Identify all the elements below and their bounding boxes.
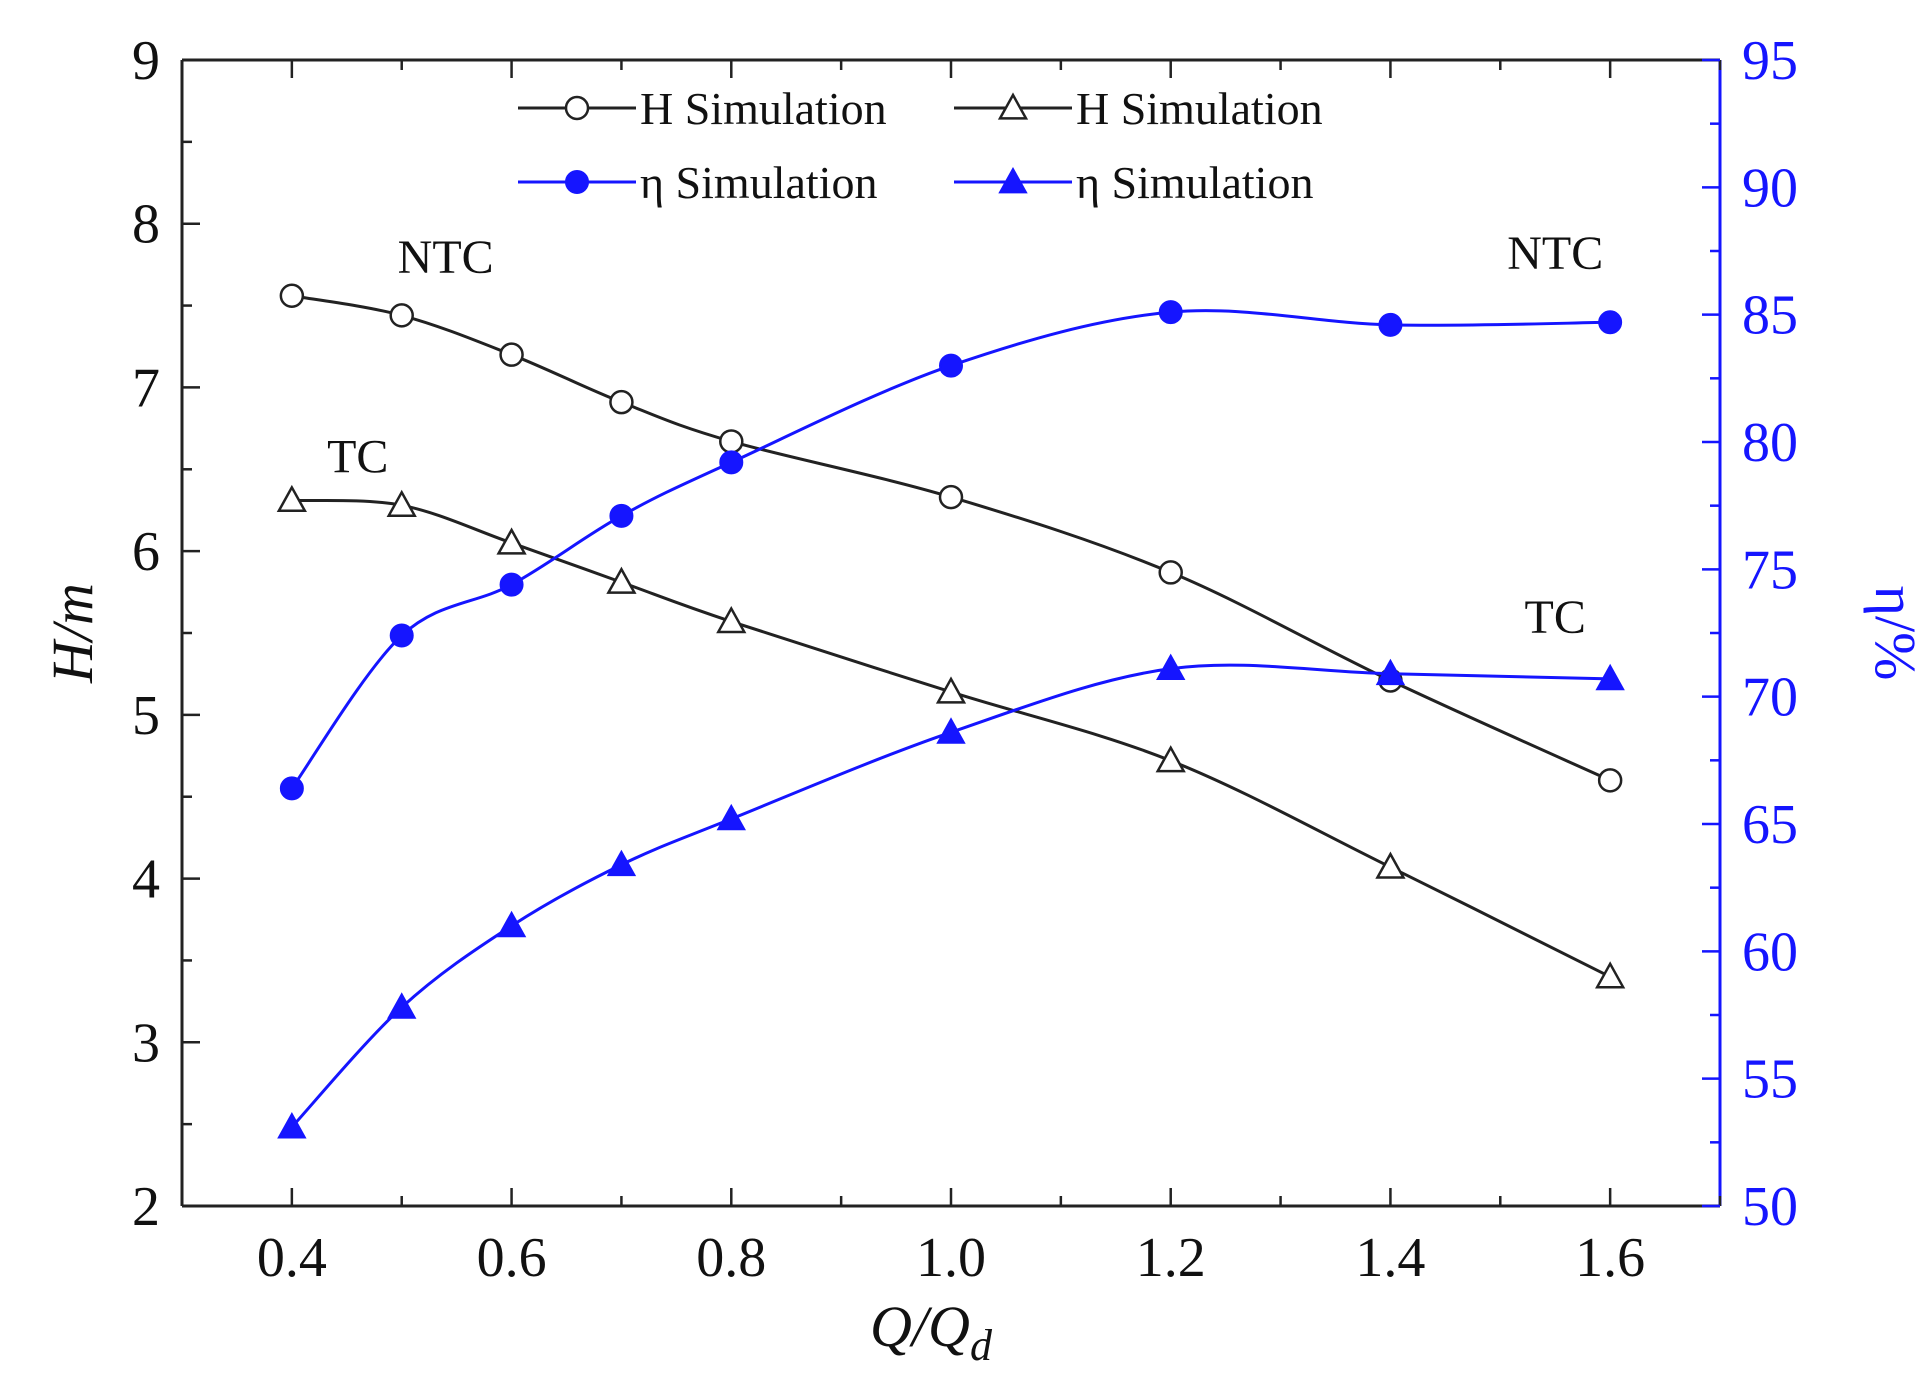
data-point: [389, 303, 414, 328]
data-point: [499, 572, 524, 597]
data-point: [939, 353, 963, 378]
x-tick-label: 0.4: [257, 1227, 327, 1289]
y-left-tick-label: 7: [132, 357, 160, 419]
data-point: [279, 283, 305, 308]
curve-annotation: NTC: [398, 231, 494, 284]
y-right-tick-label: 50: [1742, 1176, 1798, 1238]
data-point: [1158, 560, 1183, 585]
data-point: [1595, 663, 1625, 691]
y-right-tick-label: 60: [1742, 921, 1798, 983]
data-point: [496, 910, 527, 938]
axes: 0.4 0.6 0.8 1.0 1.2 1.4 1.6 2 3 4 5 6 7 8 9 50 55 60 65 70 7…: [40, 30, 1928, 1370]
series-line: [291, 294, 1611, 782]
curve-annotation: TC: [327, 431, 388, 484]
data-point: [938, 484, 964, 510]
series-tc-efficiency: [277, 653, 1625, 1139]
data-point: [1378, 312, 1403, 337]
x-tick-label: 1.6: [1575, 1227, 1645, 1289]
legend-label: H Simulation: [1076, 83, 1323, 134]
y-left-tick-label: 2: [132, 1176, 160, 1238]
series-tc-head: [276, 484, 1626, 989]
x-tick-label: 1.2: [1136, 1227, 1206, 1289]
data-point: [279, 776, 304, 801]
x-tick-label: 1.4: [1355, 1227, 1425, 1289]
legend: H Simulation H Simulation η Simulation η Si…: [518, 83, 1323, 208]
data-point: [719, 429, 744, 454]
y-right-tick-label: 70: [1742, 667, 1798, 729]
y-left-tick-label: 4: [132, 849, 160, 911]
x-tick-label: 0.8: [696, 1227, 766, 1289]
data-point: [1375, 658, 1406, 686]
x-axis-title: Q/Qd: [870, 1294, 993, 1370]
data-point: [1156, 653, 1186, 681]
y-left-tick-label: 3: [132, 1012, 160, 1074]
legend-item: η Simulation: [518, 157, 877, 208]
data-point: [496, 527, 527, 555]
y-left-axis-title: H/m: [40, 583, 105, 684]
legend-label: η Simulation: [1076, 157, 1313, 208]
legend-item: η Simulation: [954, 157, 1313, 208]
data-point: [716, 803, 746, 831]
data-point: [609, 503, 634, 528]
data-point: [1375, 851, 1406, 879]
y-right-tick-label: 55: [1742, 1049, 1798, 1111]
series-layer: [276, 283, 1626, 1139]
legend-label: H Simulation: [640, 83, 887, 134]
data-point: [1597, 768, 1623, 793]
data-point: [276, 484, 307, 513]
data-point: [1595, 961, 1626, 989]
y-right-tick-label: 85: [1742, 285, 1798, 347]
series-ntc-head: [279, 283, 1623, 793]
y-right-tick-label: 90: [1742, 157, 1798, 219]
data-point: [936, 717, 966, 744]
y-right-tick-label: 80: [1742, 412, 1798, 474]
legend-item: H Simulation: [954, 83, 1323, 134]
series-line: [291, 498, 1611, 979]
series-line: [290, 663, 1611, 1129]
legend-marker: [564, 95, 590, 121]
curve-annotation: NTC: [1507, 227, 1603, 280]
legend-item: H Simulation: [518, 83, 887, 134]
legend-label: η Simulation: [640, 157, 877, 208]
data-point: [1155, 745, 1186, 773]
data-point: [389, 623, 414, 648]
series-line: [290, 309, 1611, 790]
data-point: [606, 566, 637, 594]
series-ntc-efficiency: [279, 300, 1623, 801]
data-point: [935, 676, 967, 704]
y-left-tick-label: 5: [132, 685, 160, 747]
data-point: [719, 450, 744, 475]
legend-marker: [998, 166, 1028, 194]
data-point: [387, 992, 417, 1019]
y-right-tick-label: 75: [1742, 539, 1798, 601]
y-right-axis-title: η/%: [1863, 586, 1928, 681]
annotation-layer: NTC TC NTC TC: [327, 227, 1603, 644]
data-point: [386, 489, 417, 517]
y-left-tick-label: 8: [132, 194, 160, 256]
y-left-tick-label: 6: [132, 521, 160, 583]
data-point: [609, 389, 634, 415]
data-point: [499, 342, 524, 367]
legend-marker: [997, 92, 1029, 120]
x-tick-label: 0.6: [477, 1227, 547, 1289]
data-point: [716, 605, 747, 634]
data-point: [1158, 300, 1183, 325]
legend-marker: [565, 170, 589, 194]
x-tick-label: 1.0: [916, 1227, 986, 1289]
y-right-tick-label: 65: [1742, 794, 1798, 856]
data-point: [277, 1111, 307, 1139]
y-right-tick-label: 95: [1742, 30, 1798, 92]
data-point: [1598, 310, 1623, 335]
data-point: [606, 849, 637, 877]
curve-annotation: TC: [1525, 591, 1586, 644]
y-left-tick-label: 9: [132, 30, 160, 92]
